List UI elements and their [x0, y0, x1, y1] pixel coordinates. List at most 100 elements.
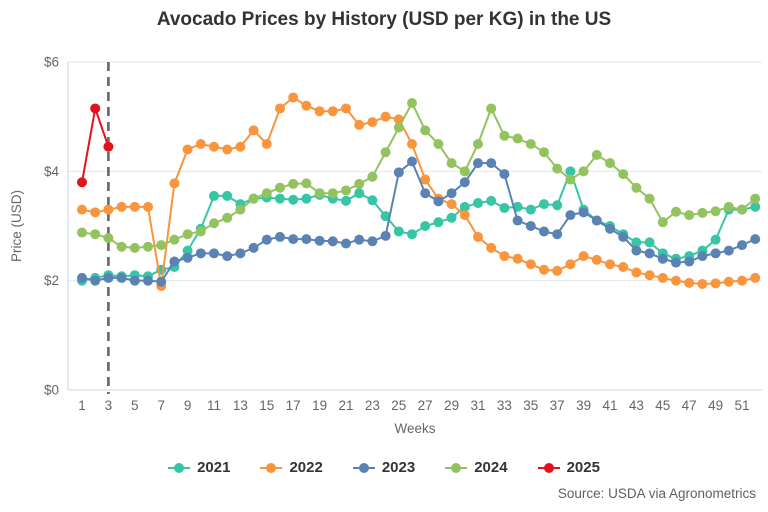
series-2021-point[interactable] [644, 237, 655, 248]
series-2023-point[interactable] [499, 169, 510, 180]
series-2021-point[interactable] [565, 166, 576, 177]
series-2024-point[interactable] [473, 139, 483, 149]
series-2023-point[interactable] [671, 257, 681, 268]
series-2022-point[interactable] [644, 270, 655, 281]
series-2024-point[interactable] [539, 147, 549, 158]
series-2024-point[interactable] [222, 212, 233, 223]
series-2024-point[interactable] [552, 163, 563, 174]
series-2021-point[interactable] [301, 193, 312, 204]
series-2022-point[interactable] [671, 275, 681, 286]
series-2023-point[interactable] [235, 248, 246, 259]
series-2021-point[interactable] [380, 211, 391, 222]
series-2024-point[interactable] [420, 125, 431, 136]
series-2024-point[interactable] [737, 204, 747, 215]
series-2023-point[interactable] [169, 256, 180, 267]
series-2023-point[interactable] [182, 252, 193, 263]
series-2022-point[interactable] [723, 276, 734, 287]
series-2021-point[interactable] [407, 229, 417, 240]
series-2023-point[interactable] [486, 158, 497, 169]
series-2023-point[interactable] [367, 236, 378, 247]
series-2023-point[interactable] [737, 240, 747, 251]
series-2022-point[interactable] [684, 277, 695, 288]
series-2024-point[interactable] [288, 178, 299, 189]
series-2023-point[interactable] [129, 275, 140, 286]
series-2021-point[interactable] [525, 204, 536, 215]
series-2022-point[interactable] [367, 117, 378, 128]
series-2023-point[interactable] [552, 229, 563, 240]
series-2021-point[interactable] [275, 193, 285, 204]
series-2022-point[interactable] [314, 106, 325, 117]
series-2024-point[interactable] [750, 193, 761, 204]
series-2022-point[interactable] [182, 144, 193, 155]
series-2024-point[interactable] [248, 193, 259, 204]
series-2024-point[interactable] [90, 229, 101, 240]
series-2022-point[interactable] [446, 199, 457, 210]
series-2022-point[interactable] [525, 259, 536, 270]
series-2024-point[interactable] [710, 206, 721, 217]
series-2023-point[interactable] [473, 158, 483, 169]
series-2022-point[interactable] [235, 141, 246, 152]
series-2024-point[interactable] [129, 242, 140, 253]
series-2022-point[interactable] [288, 92, 299, 103]
series-2023-point[interactable] [354, 234, 365, 245]
series-2023-point[interactable] [327, 236, 338, 247]
series-2022-point[interactable] [341, 103, 351, 114]
series-2024-point[interactable] [261, 188, 272, 199]
series-2024-point[interactable] [235, 204, 246, 215]
series-2022-point[interactable] [539, 264, 549, 275]
series-2025-point[interactable] [77, 177, 87, 188]
series-2022-point[interactable] [129, 201, 140, 212]
series-2022-point[interactable] [354, 119, 365, 130]
series-2022-point[interactable] [710, 278, 721, 289]
series-2023-point[interactable] [644, 248, 655, 259]
series-2022-point[interactable] [657, 272, 668, 283]
series-2024-point[interactable] [195, 226, 206, 237]
series-2024-point[interactable] [525, 139, 536, 149]
series-2022-point[interactable] [261, 139, 272, 149]
series-2023-point[interactable] [143, 275, 153, 286]
series-2024-point[interactable] [512, 133, 523, 144]
series-2024-point[interactable] [486, 103, 497, 114]
series-2023-point[interactable] [209, 248, 219, 259]
series-2022-point[interactable] [512, 253, 523, 264]
series-2022-point[interactable] [116, 201, 127, 212]
series-2023-point[interactable] [195, 248, 206, 259]
series-2023-point[interactable] [275, 231, 285, 242]
series-2022-point[interactable] [486, 242, 497, 253]
series-2021-point[interactable] [446, 212, 457, 223]
series-2024-point[interactable] [103, 233, 114, 244]
series-2021-point[interactable] [354, 188, 365, 199]
series-2024-point[interactable] [275, 182, 285, 193]
legend-item-2024[interactable]: 2024 [445, 459, 508, 476]
price-chart[interactable]: $0$2$4$61 3 5 7 9 11 13 15 17 19 21 23 25 27 29 31 33 35 3… [0, 0, 768, 452]
legend-item-2023[interactable]: 2023 [352, 459, 415, 476]
series-2024-point[interactable] [393, 122, 404, 133]
series-2021-point[interactable] [710, 234, 721, 245]
series-2023-point[interactable] [525, 221, 536, 231]
series-2024-point[interactable] [446, 158, 457, 169]
series-2023-point[interactable] [578, 207, 589, 218]
series-2022-point[interactable] [750, 272, 761, 283]
series-2023-point[interactable] [248, 242, 259, 253]
series-2024-point[interactable] [156, 240, 167, 251]
series-2022-point[interactable] [459, 210, 470, 221]
series-2024-point[interactable] [209, 218, 219, 229]
legend-item-2025[interactable]: 2025 [537, 459, 600, 476]
series-2023-point[interactable] [565, 210, 576, 221]
series-2023-point[interactable] [697, 251, 708, 262]
series-2022-point[interactable] [209, 141, 219, 152]
series-2022-point[interactable] [222, 144, 233, 155]
series-2021-point[interactable] [539, 199, 549, 210]
series-2021-point[interactable] [631, 237, 642, 248]
series-2024-point[interactable] [499, 130, 510, 141]
series-2023-point[interactable] [288, 234, 299, 245]
series-2023-point[interactable] [90, 275, 101, 286]
series-2022-point[interactable] [275, 103, 285, 114]
legend-item-2021[interactable]: 2021 [168, 459, 230, 476]
series-2022-point[interactable] [631, 267, 642, 278]
series-2022-point[interactable] [407, 139, 417, 149]
series-2022-point[interactable] [248, 125, 259, 136]
series-2022-point[interactable] [565, 259, 576, 270]
series-2021-point[interactable] [459, 201, 470, 212]
series-2023-point[interactable] [459, 177, 470, 188]
